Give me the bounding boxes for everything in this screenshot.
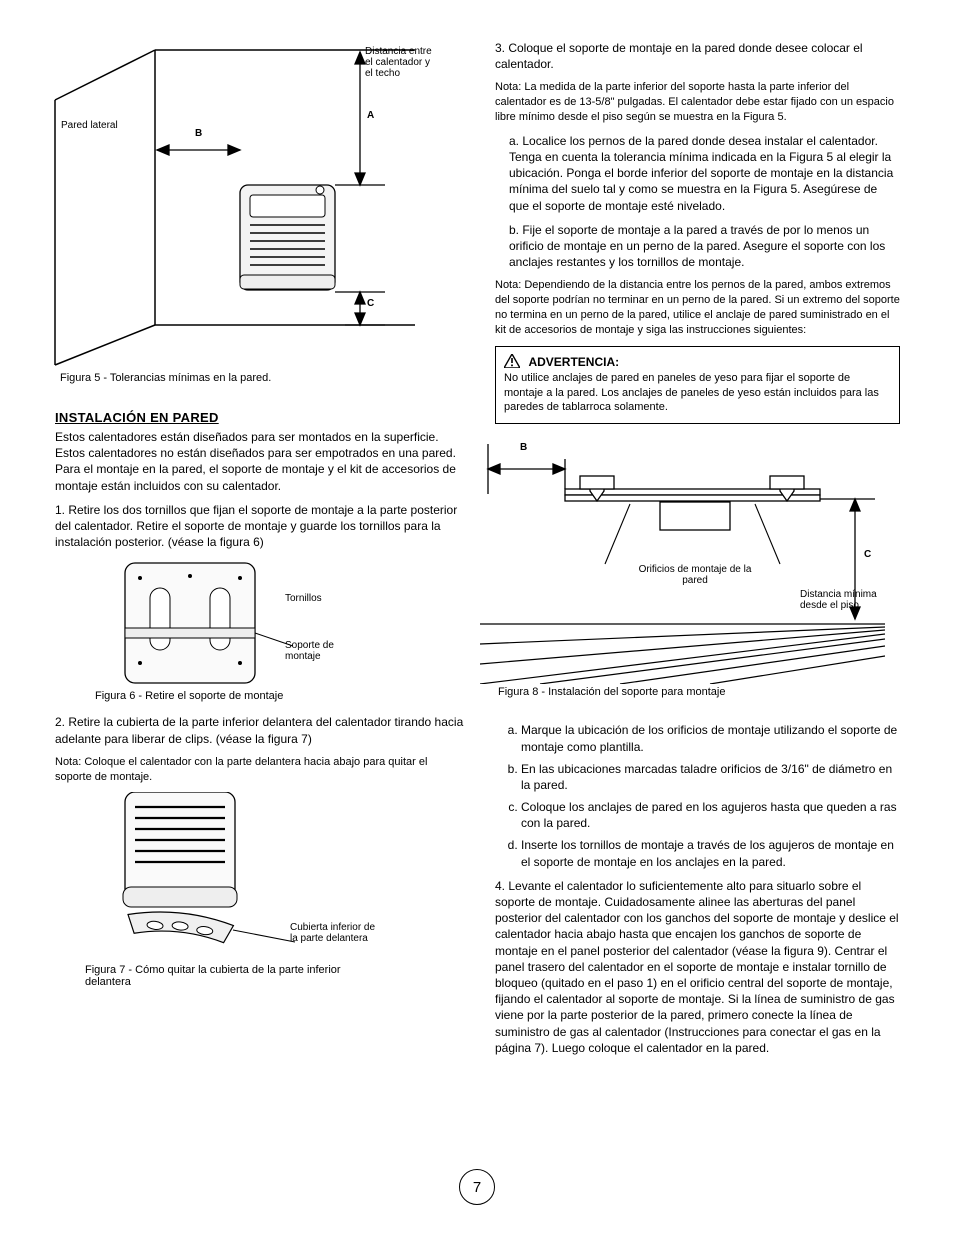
fig8-label-b: B: [520, 442, 527, 453]
wall-substep-3: Coloque los anclajes de pared en los agu…: [521, 799, 900, 831]
fig8-callout-holes: Orificios de montaje de la pared: [635, 564, 755, 586]
fig6-callout-screws: Tornillos: [285, 593, 355, 604]
fig6-caption: Figura 6 - Retire el soporte de montaje: [95, 690, 355, 702]
warning-box: ADVERTENCIA: No utilice anclajes de pare…: [495, 346, 900, 425]
fig5-callout-wall: Pared lateral: [61, 120, 121, 131]
fig5-svg: [45, 40, 425, 370]
figure-6: Tornillos Soporte de montaje Figura 6 - …: [95, 558, 355, 708]
page-number: 7: [459, 1169, 495, 1205]
wallmount-text: Estos calentadores están diseñados para …: [55, 429, 465, 494]
fig5-callout-ceiling: Distancia entre el calentador y el techo: [365, 46, 435, 79]
wall-substep-1: Marque la ubicación de los orificios de …: [521, 722, 900, 754]
step1-text: 1. Retire los dos tornillos que fijan el…: [55, 502, 465, 551]
fig5-caption: Figura 5 - Tolerancias mínimas en la par…: [60, 372, 425, 384]
fig8-label-c: C: [864, 549, 871, 560]
figure-8: B C Orificios de montaje de la pared Dis…: [480, 434, 885, 714]
fig7-callout-cover: Cubierta inferior de la parte delantera: [290, 922, 380, 944]
wall-substeps: Marque la ubicación de los orificios de …: [495, 722, 900, 870]
fig6-svg: [95, 558, 295, 688]
r-complete: Nota: Dependiendo de la distancia entre …: [495, 278, 900, 337]
wall-substep-2: En las ubicaciones marcadas taladre orif…: [521, 761, 900, 793]
fig8-callout-minfloor: Distancia mínima desde el piso: [800, 589, 890, 611]
figure-7: Cubierta inferior de la parte delantera …: [85, 792, 385, 987]
fig8-caption: Figura 8 - Instalación del soporte para …: [498, 686, 885, 698]
fig6-callout-bracket: Soporte de montaje: [285, 640, 355, 662]
warning-icon: [504, 354, 520, 368]
fig5-label-a: A: [367, 110, 374, 121]
step2a-text: 2. Retire la cubierta de la parte inferi…: [55, 714, 465, 746]
wall-substep-4: Inserte los tornillos de montaje a travé…: [521, 837, 900, 869]
fig7-caption: Figura 7 - Cómo quitar la cubierta de la…: [85, 964, 385, 988]
r-step4: 4. Levante el calentador lo suficienteme…: [495, 878, 900, 1056]
note-text: Nota: Coloque el calentador con la parte…: [55, 755, 465, 785]
r-intro2: Nota: La medida de la parte inferior del…: [495, 80, 900, 125]
r-step-a: a. Localice los pernos de la pared donde…: [495, 133, 900, 214]
fig7-svg: [85, 792, 315, 962]
fig5-label-b: B: [195, 128, 202, 139]
page-number-value: 7: [473, 1179, 481, 1196]
r-step-b: b. Fije el soporte de montaje a la pared…: [495, 222, 900, 271]
fig8-svg: [480, 434, 885, 684]
figure-5: A B C Distancia entre el calentador y el…: [45, 40, 425, 400]
wallmount-title: INSTALACIÓN EN PARED: [55, 410, 465, 425]
fig5-label-c: C: [367, 298, 374, 309]
warning-hdr: ADVERTENCIA:: [528, 355, 619, 369]
warning-text: No utilice anclajes de pared en paneles …: [504, 371, 891, 416]
r-intro: 3. Coloque el soporte de montaje en la p…: [495, 40, 900, 72]
